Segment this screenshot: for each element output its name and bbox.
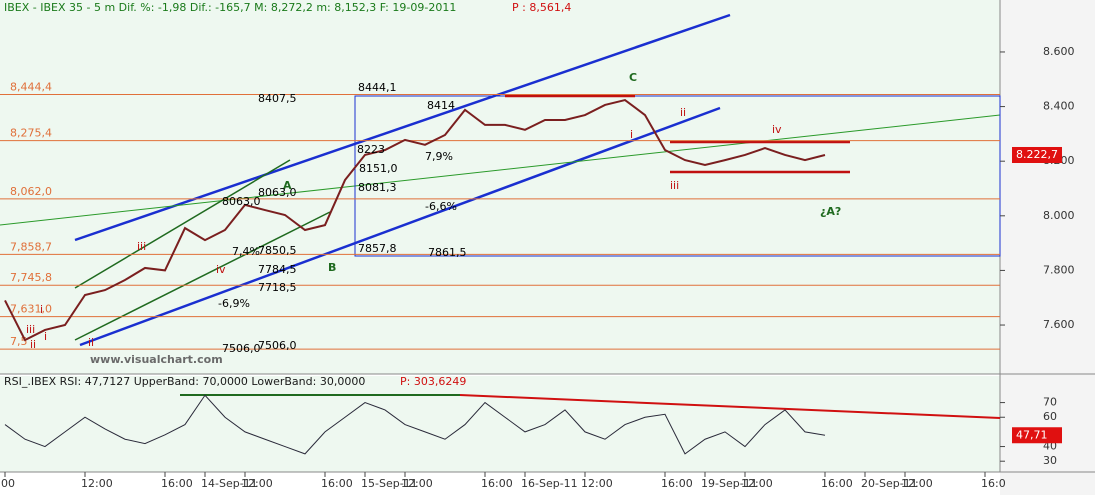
annotation: 8063,0 xyxy=(222,195,261,208)
trend-lines xyxy=(0,13,1001,419)
x-tick-label: 19-Sep-11 xyxy=(701,477,758,490)
x-tick-label: 16:00 xyxy=(321,477,353,490)
y-tick-label: 7.800 xyxy=(1043,263,1075,276)
annotation: 7506,0 xyxy=(258,339,297,352)
annotation: A xyxy=(283,179,292,192)
x-tick-label: 12:00 xyxy=(81,477,113,490)
annotation: iv xyxy=(772,123,782,136)
level-label: 7,5 xyxy=(10,335,28,348)
last-value-box xyxy=(1012,427,1062,444)
x-tick-label: 20-Sep-11 xyxy=(861,477,918,490)
x-tick-label: 16:00 xyxy=(821,477,853,490)
annotation: 7784,5 xyxy=(258,263,297,276)
x-tick-label: 12:00 xyxy=(741,477,773,490)
annotation: 7718,5 xyxy=(258,281,297,294)
annotation: 8081,3 xyxy=(358,181,397,194)
x-tick-label: 15-Sep-11 xyxy=(361,477,418,490)
annotation: iv xyxy=(216,263,226,276)
x-tick-label: 12:00 xyxy=(581,477,613,490)
x-tick-label: 16-Sep-11 xyxy=(521,477,578,490)
y-tick-label: 70 xyxy=(1043,396,1057,409)
series-line xyxy=(4,98,826,342)
annotation: 7861,5 xyxy=(428,246,467,259)
y-tick-label: 30 xyxy=(1043,454,1057,467)
last-value-label: 8.222,7 xyxy=(1016,148,1058,161)
annotation: 7850,5 xyxy=(258,244,297,257)
annotation: C xyxy=(629,71,637,84)
x-tick-label: 16:00 xyxy=(661,477,693,490)
annotation: iii xyxy=(137,240,146,253)
y-tick-label: 8.600 xyxy=(1043,45,1075,58)
y-tick-label: 8.000 xyxy=(1043,209,1075,222)
annotation: 7,9% xyxy=(425,150,453,163)
axis-bg xyxy=(1000,0,1095,495)
annotation: ii xyxy=(88,336,94,349)
annotation: ii xyxy=(30,338,36,351)
last-value-box xyxy=(1012,146,1062,163)
rsi-panel xyxy=(0,376,1000,472)
level-label: 7,858,7 xyxy=(10,240,52,253)
annotation: i xyxy=(40,303,43,316)
header: IBEX - IBEX 35 - 5 m Dif. %: -1,98 Dif.:… xyxy=(4,1,456,14)
annotation: ¿A? xyxy=(820,205,841,218)
x-tick-label: 00 xyxy=(1,477,15,490)
annotation: B xyxy=(328,261,336,274)
annotation: iii xyxy=(670,179,679,192)
header-p: P : 8,561,4 xyxy=(512,1,571,14)
y-tick-label: 8.400 xyxy=(1043,100,1075,113)
x-tick-label: 16:00 xyxy=(161,477,193,490)
level-label: 7,631,0 xyxy=(10,303,52,316)
level-label: 8,444,4 xyxy=(10,80,52,93)
x-tick-label: 12:00 xyxy=(241,477,273,490)
level-label: 8,062,0 xyxy=(10,185,52,198)
x-tick-label: 12:00 xyxy=(401,477,433,490)
annotation: 8063,0 xyxy=(258,186,297,199)
annotation: 7857,8 xyxy=(358,242,397,255)
annotation: i xyxy=(630,128,633,141)
annotation: 8444,1 xyxy=(358,81,397,94)
level-label: 8,275,4 xyxy=(10,127,52,140)
annotation: 8223 xyxy=(357,143,385,156)
annotation: ii xyxy=(680,106,686,119)
x-tick-label: 16:0 xyxy=(981,477,1006,490)
annotation: 7,4% xyxy=(232,245,260,258)
level-label: 7,745,8 xyxy=(10,271,52,284)
annotation: 8407,5 xyxy=(258,92,297,105)
y-tick-label: 7.600 xyxy=(1043,318,1075,331)
annotation: 8414 xyxy=(427,99,455,112)
annotation: i xyxy=(44,330,47,343)
annotation: iii xyxy=(26,323,35,336)
x-tick-label: 14-Sep-11 xyxy=(201,477,258,490)
annotation: -6,6% xyxy=(425,200,457,213)
x-tick-label: 16:00 xyxy=(481,477,513,490)
annotation: -6,9% xyxy=(218,297,250,310)
y-tick-label: 60 xyxy=(1043,410,1057,423)
annotation: 8151,0 xyxy=(359,162,398,175)
rsi-header: RSI_.IBEX RSI: 47,7127 UpperBand: 70,000… xyxy=(4,375,365,388)
last-value-label: 47,71 xyxy=(1016,428,1048,441)
annotation: 7506,0 xyxy=(222,342,261,355)
rsi-header-p: P: 303,6249 xyxy=(400,375,466,388)
annotation: www.visualchart.com xyxy=(90,353,223,366)
x-tick-label: 12:00 xyxy=(901,477,933,490)
series-line xyxy=(4,394,826,455)
